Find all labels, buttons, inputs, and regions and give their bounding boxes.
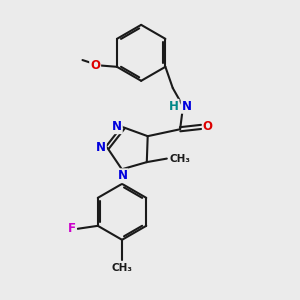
Text: CH₃: CH₃	[169, 154, 190, 164]
Text: H: H	[169, 100, 178, 113]
Text: N: N	[96, 141, 106, 154]
Text: O: O	[90, 59, 100, 72]
Text: O: O	[203, 120, 213, 134]
Text: N: N	[182, 100, 192, 113]
Text: N: N	[112, 120, 122, 133]
Text: CH₃: CH₃	[112, 263, 133, 273]
Text: F: F	[68, 222, 76, 235]
Text: N: N	[117, 169, 128, 182]
